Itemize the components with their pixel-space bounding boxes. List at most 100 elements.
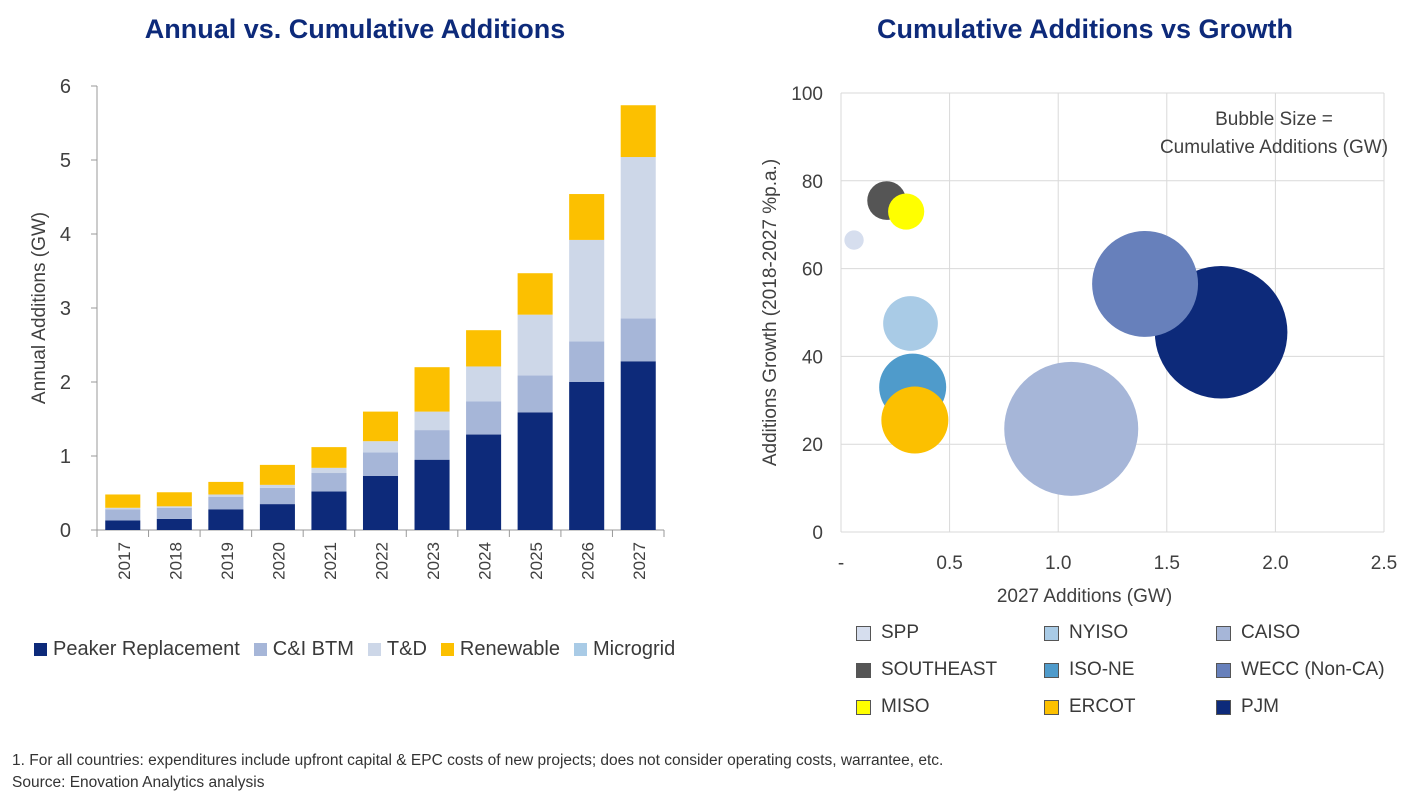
- legend-item-peaker: Peaker Replacement: [34, 638, 240, 661]
- x-tick-label: -: [838, 553, 844, 574]
- y-tick-label: 100: [791, 84, 823, 105]
- bubble-spp: [844, 230, 864, 250]
- bar-2018-series-2: [156, 506, 192, 508]
- y-tick-label: 0: [60, 520, 71, 542]
- bar-2020-series-1: [259, 487, 295, 505]
- bar-2027-series-1: [620, 318, 656, 362]
- legend-item-iso-ne: ISO-NE: [1044, 659, 1216, 681]
- legend-label-pjm: PJM: [1241, 696, 1279, 717]
- bubble-size-note-line2: Cumulative Additions (GW): [1160, 137, 1388, 158]
- y-tick-label: 3: [60, 298, 71, 320]
- bar-2019-series-1: [208, 496, 244, 510]
- bar-2017-series-3: [105, 494, 141, 508]
- bar-2025-series-1: [517, 375, 553, 413]
- x-tick-label: 2017: [115, 542, 134, 580]
- x-tick-label: 2018: [166, 542, 185, 580]
- y-tick-label: 80: [802, 172, 823, 193]
- legend-label-renewable: Renewable: [459, 638, 560, 660]
- bubble-chart: - 0.5 1.0 1.5 2.0 2.5 0 20 40 60 80 100 2027 Additio…: [760, 84, 1397, 607]
- bar-2021-series-2: [311, 467, 347, 474]
- bar-2024-series-2: [466, 366, 502, 402]
- y-tick-label: 60: [802, 260, 823, 281]
- y-tick-label: 20: [802, 435, 823, 456]
- legend-item-wecc-non-ca: WECC (Non-CA): [1216, 659, 1416, 681]
- legend-item-caiso: CAISO: [1216, 622, 1416, 644]
- y-tick-label: 5: [60, 150, 71, 172]
- right-chart-title: Cumulative Additions vs Growth: [876, 14, 1294, 44]
- x-tick-label: 2027: [630, 542, 649, 580]
- x-tick-label: 2025: [527, 542, 546, 580]
- legend-label-spp: SPP: [881, 622, 920, 643]
- bar-2026-series-1: [569, 341, 605, 382]
- bubble-ercot: [881, 386, 949, 454]
- footnote: 1. For all countries: expenditures inclu…: [12, 752, 944, 769]
- legend-item-renewable: Renewable: [440, 638, 560, 661]
- y-tick-label: 40: [802, 347, 823, 368]
- legend-item-southeast: SOUTHEAST: [856, 659, 1044, 681]
- legend-label-iso-ne: ISO-NE: [1069, 659, 1135, 680]
- x-tick-label: 2022: [373, 542, 392, 580]
- legend-swatch-cibtm: [253, 643, 267, 656]
- bar-2017-series-2: [105, 507, 141, 510]
- bar-2023-series-0: [414, 459, 450, 530]
- bar-2018-series-1: [156, 507, 192, 519]
- legend-swatch-microgrid: [573, 643, 587, 656]
- x-tick-label: 2023: [424, 542, 443, 580]
- bar-2027-series-0: [620, 361, 656, 530]
- legend-swatch-caiso: [1216, 625, 1231, 641]
- legend-item-microgrid: Microgrid: [573, 638, 675, 661]
- bubble-miso: [888, 193, 925, 230]
- y-axis-title: Additions Growth (2018-2027 %p.a.): [760, 159, 781, 466]
- bar-2020-series-3: [259, 464, 295, 485]
- legend-swatch-peaker: [34, 643, 47, 656]
- bar-2021-series-0: [311, 491, 347, 530]
- y-axis-title: Annual Additions (GW): [29, 212, 50, 404]
- legend-label-td: T&D: [386, 638, 427, 660]
- bubble-caiso: [1004, 361, 1139, 496]
- legend-swatch-pjm: [1216, 699, 1231, 715]
- bar-2026-series-0: [569, 382, 605, 530]
- bar-2023-series-2: [414, 411, 450, 431]
- legend-swatch-td: [367, 643, 381, 656]
- bubble-chart-legend: SPP NYISO CAISO SOUTHEAST ISO-NE WECC (Non-CA…: [856, 622, 1416, 718]
- x-tick-label: 1.5: [1154, 553, 1180, 574]
- legend-label-wecc-non-ca: WECC (Non-CA): [1241, 659, 1385, 680]
- legend-label-peaker: Peaker Replacement: [53, 638, 240, 660]
- y-tick-label: 2: [60, 372, 71, 394]
- bar-2023-series-3: [414, 367, 450, 412]
- legend-swatch-spp: [856, 625, 871, 641]
- x-tick-label: 2020: [269, 542, 288, 580]
- bar-2018-series-3: [156, 492, 192, 507]
- legend-label-miso: MISO: [881, 696, 930, 717]
- bar-2024-series-0: [466, 434, 502, 530]
- bubble-wecc-non-ca: [1092, 230, 1199, 337]
- legend-label-nyiso: NYISO: [1069, 622, 1129, 643]
- legend-swatch-ercot: [1044, 699, 1059, 715]
- x-tick-label: 2024: [476, 542, 495, 580]
- bar-2025-series-3: [517, 273, 553, 315]
- legend-swatch-wecc-non-ca: [1216, 662, 1231, 678]
- bar-2018-series-0: [156, 518, 192, 530]
- bar-2021-series-1: [311, 473, 347, 492]
- legend-item-miso: MISO: [856, 696, 1044, 718]
- bar-2022-series-2: [362, 441, 399, 453]
- bar-2021-series-3: [311, 447, 347, 468]
- left-chart-title: Annual vs. Cumulative Additions: [144, 14, 566, 44]
- legend-label-caiso: CAISO: [1241, 622, 1301, 643]
- y-tick-label: 6: [60, 76, 71, 98]
- x-tick-label: 2026: [579, 542, 598, 580]
- x-axis-title: 2027 Additions (GW): [997, 586, 1172, 607]
- legend-item-spp: SPP: [856, 622, 1044, 644]
- bar-2027-series-2: [620, 157, 656, 319]
- bar-2019-series-2: [208, 494, 244, 497]
- legend-item-pjm: PJM: [1216, 696, 1416, 718]
- bar-chart-legend: Peaker Replacement C&I BTM T&D Renewable…: [34, 638, 675, 661]
- bar-2020-series-0: [259, 504, 295, 530]
- bar-2022-series-1: [362, 452, 399, 476]
- bar-2019-series-0: [208, 509, 244, 530]
- x-tick-label: 2021: [321, 542, 340, 580]
- bar-2024-series-3: [466, 330, 502, 367]
- bar-2017-series-1: [105, 509, 141, 521]
- x-tick-label: 2019: [218, 542, 237, 580]
- legend-item-cibtm: C&I BTM: [253, 638, 354, 661]
